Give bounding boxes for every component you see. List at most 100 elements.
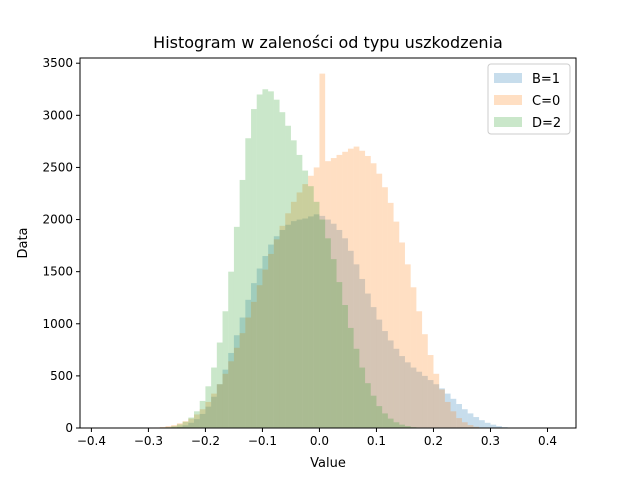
histogram-bar <box>285 224 291 428</box>
histogram-bar <box>359 150 366 428</box>
histogram-bar <box>251 109 257 428</box>
histogram-bar <box>251 283 257 428</box>
histogram-bar <box>262 256 269 428</box>
histogram-bar <box>427 380 434 428</box>
histogram-bar <box>194 414 200 428</box>
histogram-bar <box>313 167 320 428</box>
histogram-bar <box>410 367 417 428</box>
histogram-bar <box>433 373 440 428</box>
histogram-bar <box>245 299 252 428</box>
histogram-bar <box>308 175 314 428</box>
x-tick-label: −0.4 <box>77 434 106 448</box>
histogram-bar <box>439 389 445 428</box>
histogram-bar <box>205 386 212 428</box>
histogram-bar <box>370 307 377 428</box>
histogram-bar <box>176 424 183 428</box>
y-axis-label: Data <box>16 227 31 258</box>
legend: B=1 C=0 D=2 <box>487 63 571 135</box>
legend-swatch <box>494 95 522 105</box>
histogram-bar <box>422 375 428 428</box>
histogram-bar <box>353 264 360 428</box>
histogram-bar <box>353 146 360 428</box>
y-tick-label: 2000 <box>42 213 73 227</box>
histogram-bar <box>319 73 326 428</box>
histogram-bar <box>365 155 371 428</box>
histogram-bar <box>416 311 423 428</box>
histogram-bar <box>347 148 354 428</box>
histogram-bar <box>239 179 246 428</box>
histogram-bar <box>251 301 257 428</box>
histogram-bar <box>359 278 366 428</box>
histogram-bar <box>410 287 417 428</box>
histogram-bar <box>347 327 354 428</box>
histogram-bar <box>182 421 189 428</box>
histogram-bar <box>342 151 348 429</box>
histogram-bar <box>342 305 348 428</box>
legend-swatch <box>494 117 522 127</box>
histogram-bar <box>404 264 411 428</box>
histogram-bar <box>222 369 229 428</box>
histogram-bar <box>387 418 394 428</box>
histogram-bar <box>290 140 297 428</box>
histogram-bar <box>211 393 217 428</box>
histogram-bar <box>484 422 491 428</box>
x-tick-label: 0.1 <box>367 434 386 448</box>
histogram-bar <box>228 271 234 428</box>
histogram-bar <box>302 218 309 428</box>
x-tick-label: −0.1 <box>248 434 277 448</box>
histogram-bar <box>393 422 400 428</box>
histogram-bar <box>359 367 366 428</box>
histogram-bar <box>273 239 280 428</box>
histogram-bar <box>308 216 314 428</box>
histogram-bar <box>188 422 195 428</box>
histogram-bar <box>268 253 274 428</box>
histogram-bar <box>365 293 371 428</box>
histogram-bar <box>211 396 217 428</box>
histogram-bar <box>290 221 297 428</box>
histogram-bar <box>302 170 309 428</box>
histogram-bar <box>467 413 474 428</box>
histogram-bar <box>479 420 485 428</box>
histogram-bar <box>194 419 200 428</box>
histogram-bar <box>233 347 240 428</box>
histogram-bar <box>308 186 314 428</box>
histogram-bar <box>222 373 229 428</box>
histogram-bar <box>171 426 177 428</box>
histogram-bar <box>336 282 343 428</box>
histogram-bar <box>228 352 234 428</box>
histogram-bar <box>325 238 331 428</box>
histogram-bar <box>399 356 405 428</box>
histogram-bar <box>450 398 457 428</box>
histogram-bar <box>325 219 331 428</box>
histogram-bar <box>205 401 212 428</box>
x-tick-label: 0.4 <box>538 434 557 448</box>
histogram-bar <box>216 342 223 428</box>
histogram-bar <box>233 335 240 428</box>
histogram-bar <box>171 425 177 428</box>
histogram-bar <box>290 201 297 428</box>
series-D=2 <box>159 89 423 429</box>
histogram-bar <box>370 163 377 428</box>
histogram-bar <box>199 409 206 428</box>
legend-label: C=0 <box>532 94 560 109</box>
histogram-bar <box>490 424 497 428</box>
histogram-bar <box>194 411 200 428</box>
histogram-bar <box>285 125 291 428</box>
histogram-bar <box>382 187 388 428</box>
series-C=0 <box>148 73 485 429</box>
histogram-bar <box>273 99 280 428</box>
histogram-bar <box>222 311 229 428</box>
histogram-bar <box>387 202 394 428</box>
chart-title: Histogram w zaleności od typu uszkodzeni… <box>153 33 503 52</box>
histogram-bar <box>245 317 252 428</box>
histogram-bar <box>199 413 206 428</box>
y-tick-label: 3000 <box>42 108 73 122</box>
x-tick-label: 0.3 <box>481 434 500 448</box>
y-tick-label: 2500 <box>42 160 73 174</box>
histogram-bar <box>285 213 291 428</box>
histogram-bar <box>330 259 337 428</box>
histogram-bar <box>399 242 405 428</box>
histogram-bar <box>444 401 451 428</box>
histogram-bar <box>279 229 286 428</box>
histogram-bar <box>216 384 223 428</box>
